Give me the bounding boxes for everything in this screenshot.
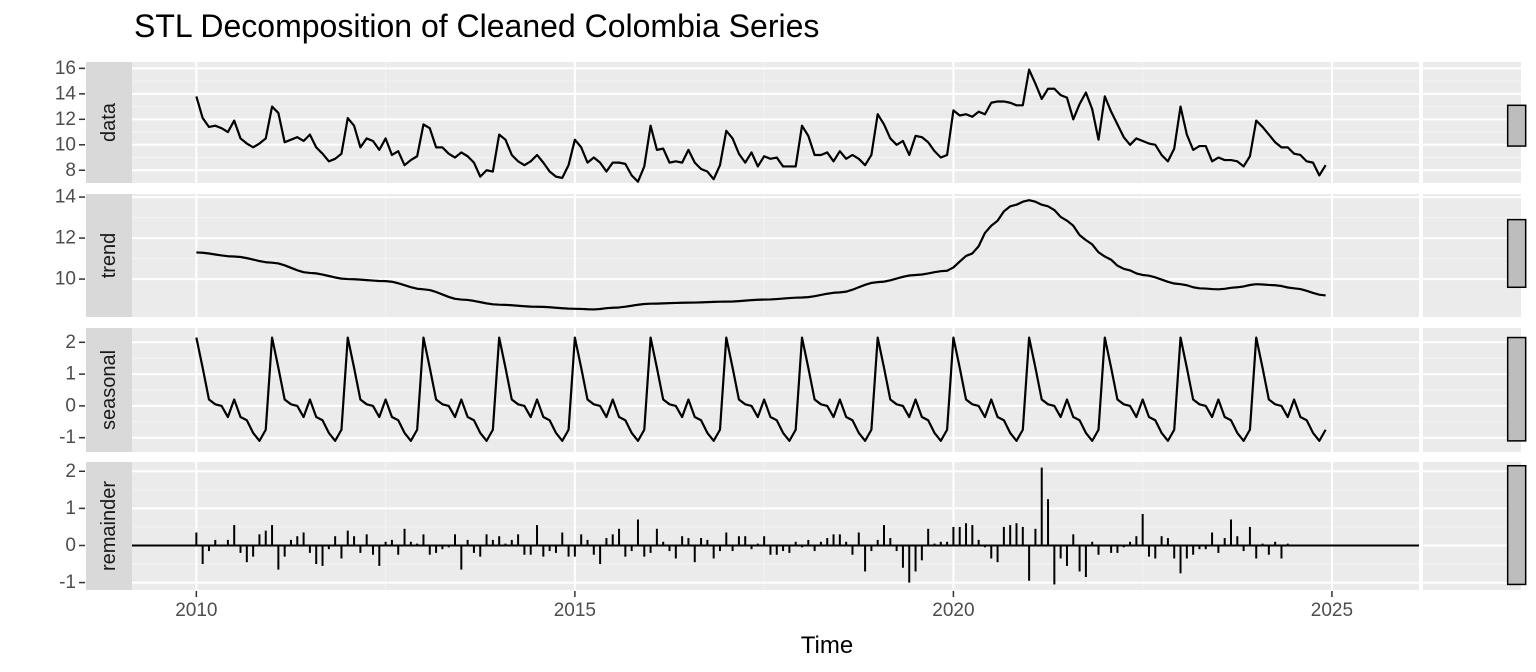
y-tick-label-trend: 10 bbox=[55, 269, 76, 290]
x-tick-label: 2010 bbox=[175, 600, 217, 621]
y-tick-label-data: 12 bbox=[55, 109, 76, 130]
strip-label-remainder: remainder bbox=[98, 481, 120, 571]
strip-label-trend: trend bbox=[98, 233, 120, 279]
chart-title: STL Decomposition of Cleaned Colombia Se… bbox=[134, 8, 820, 44]
strip-seasonal bbox=[86, 328, 132, 452]
range-area-trend bbox=[1423, 194, 1521, 317]
plot-area-data bbox=[132, 62, 1419, 183]
y-tick-label-trend: 14 bbox=[55, 187, 77, 208]
range-bar-remainder bbox=[1506, 464, 1527, 586]
x-axis-title: Time bbox=[801, 632, 853, 659]
range-area-remainder bbox=[1423, 462, 1521, 590]
y-tick-label-trend: 12 bbox=[55, 228, 76, 249]
y-tick-label-seasonal: -1 bbox=[59, 427, 76, 448]
x-tick-label: 2025 bbox=[1311, 600, 1353, 621]
strip-label-data: data bbox=[98, 102, 120, 142]
x-tick-label: 2015 bbox=[554, 600, 596, 621]
plot-area-trend bbox=[132, 194, 1419, 317]
strip-label-seasonal: seasonal bbox=[98, 350, 120, 430]
x-tick-label: 2020 bbox=[932, 600, 974, 621]
y-tick-label-remainder: 2 bbox=[65, 461, 76, 482]
series-line-seasonal bbox=[195, 336, 1327, 442]
plot-area-remainder bbox=[132, 462, 1419, 590]
y-tick-label-data: 10 bbox=[55, 134, 76, 155]
range-bar-trend bbox=[1506, 218, 1527, 289]
panel-trend: trend 10 12 14 bbox=[55, 187, 1527, 317]
y-tick-label-data: 16 bbox=[55, 58, 76, 79]
range-bar-data bbox=[1506, 104, 1527, 147]
y-tick-label-data: 14 bbox=[55, 83, 77, 104]
range-bar-seasonal bbox=[1506, 336, 1527, 442]
y-tick-label-remainder: 1 bbox=[65, 498, 76, 519]
y-tick-label-remainder: 0 bbox=[65, 535, 76, 556]
panel-data: data 8 10 12 14 16 bbox=[55, 58, 1527, 183]
y-tick-label-seasonal: 0 bbox=[65, 395, 76, 416]
panel-seasonal: seasonal -1 0 1 2 bbox=[59, 328, 1527, 452]
y-tick-label-seasonal: 1 bbox=[65, 364, 76, 385]
panel-remainder: remainder -1 0 1 2 bbox=[59, 461, 1527, 593]
y-tick-label-seasonal: 2 bbox=[65, 332, 76, 353]
strip-data bbox=[86, 62, 132, 183]
series-line-data bbox=[195, 68, 1327, 183]
y-tick-label-data: 8 bbox=[65, 160, 76, 181]
strip-remainder bbox=[86, 462, 132, 590]
y-tick-label-remainder: -1 bbox=[59, 572, 76, 593]
strip-trend bbox=[86, 194, 132, 317]
range-area-data bbox=[1423, 62, 1521, 183]
series-line-trend bbox=[196, 199, 1326, 311]
